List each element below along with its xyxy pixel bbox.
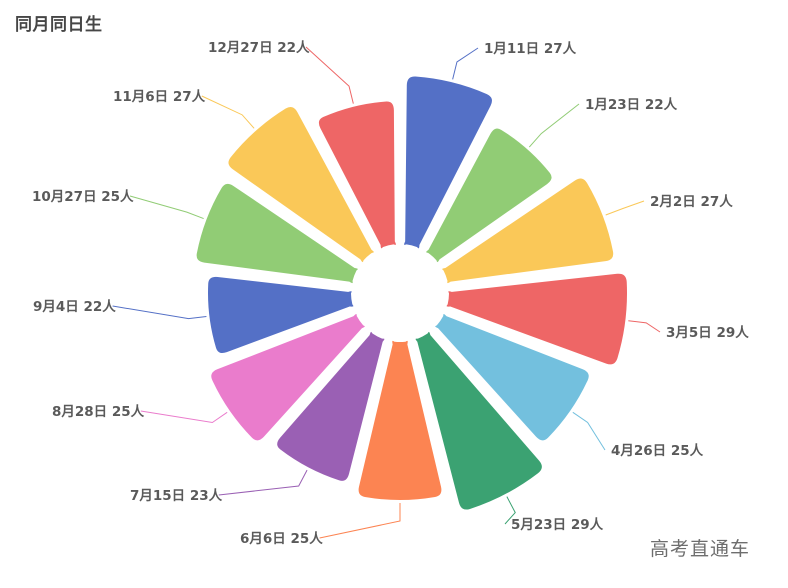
sector-label: 4月26日 25人 <box>611 443 704 459</box>
rose-sector[interactable] <box>413 329 544 512</box>
label-line <box>605 200 645 216</box>
rose-sector[interactable] <box>275 329 387 483</box>
rose-sector[interactable] <box>194 181 360 286</box>
label-line <box>218 469 308 496</box>
watermark: 高考直通车 <box>650 538 751 560</box>
label-line <box>305 46 354 104</box>
rose-sector[interactable] <box>356 338 444 502</box>
sector-label: 3月5日 29人 <box>666 325 749 341</box>
label-line <box>628 320 661 333</box>
sector-label: 8月28日 25人 <box>52 404 145 420</box>
sector-label: 11月6日 27人 <box>113 89 206 105</box>
label-line <box>129 195 204 220</box>
rose-sector[interactable] <box>226 104 376 265</box>
chart-title: 同月同日生 <box>15 15 103 35</box>
label-line <box>452 47 479 80</box>
rose-sector[interactable] <box>316 99 398 251</box>
label-line <box>319 503 401 539</box>
sector-label: 9月4日 22人 <box>33 299 116 315</box>
sector-label: 10月27日 25人 <box>32 189 134 205</box>
sector-label: 1月11日 27人 <box>484 41 577 57</box>
sector-label: 5月23日 29人 <box>511 517 604 533</box>
rose-sector[interactable] <box>402 74 494 251</box>
label-line <box>140 410 228 424</box>
sector-label: 2月2日 27人 <box>650 194 733 210</box>
sector-label: 12月27日 22人 <box>208 40 310 56</box>
rose-sector[interactable] <box>444 271 629 367</box>
rose-sector[interactable] <box>209 312 367 443</box>
label-line <box>572 411 606 451</box>
rose-sector[interactable] <box>206 274 356 356</box>
sector-label: 6月6日 25人 <box>240 531 323 547</box>
label-line <box>201 95 255 129</box>
label-line <box>504 496 516 525</box>
rose-sector[interactable] <box>440 176 616 286</box>
sector-label: 7月15日 23人 <box>130 488 223 504</box>
rose-sector[interactable] <box>433 312 591 443</box>
label-line <box>112 305 207 320</box>
sector-label: 1月23日 22人 <box>585 97 678 113</box>
label-line <box>528 103 580 148</box>
rose-sector[interactable] <box>424 126 554 265</box>
